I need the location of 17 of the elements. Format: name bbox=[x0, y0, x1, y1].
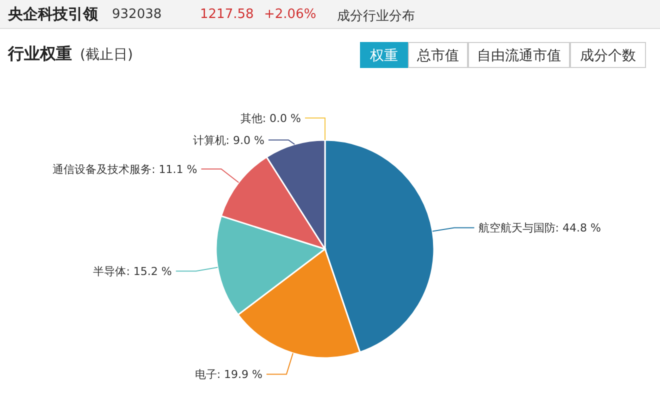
text: 成分行业分布 bbox=[337, 8, 415, 25]
text: 932038 bbox=[112, 7, 162, 22]
slice-label: 通信设备及技术服务: 11.1 % bbox=[52, 163, 198, 176]
slice-label: 电子: 19.9 % bbox=[194, 368, 262, 382]
slice-label: 半导体: 15.2 % bbox=[93, 265, 172, 278]
text: 总市值 bbox=[408, 42, 468, 68]
category-label: 其他: 0.0 % bbox=[240, 112, 301, 125]
text: 1217.58 bbox=[200, 7, 254, 22]
text: 权重 bbox=[360, 42, 408, 68]
chart-subtitle: 行业权重 bbox=[8, 44, 72, 65]
text: +2.06% bbox=[264, 7, 316, 22]
text: 自由流通市值 bbox=[468, 42, 570, 68]
text: (截止日) bbox=[80, 46, 133, 64]
slice-label: 航空航天与国防: 44.8 % bbox=[478, 222, 601, 235]
slice-label: 计算机: 9.0 % bbox=[192, 134, 264, 147]
text: 成分个数 bbox=[570, 42, 646, 68]
chart-title: 央企科技引领 bbox=[8, 5, 98, 24]
